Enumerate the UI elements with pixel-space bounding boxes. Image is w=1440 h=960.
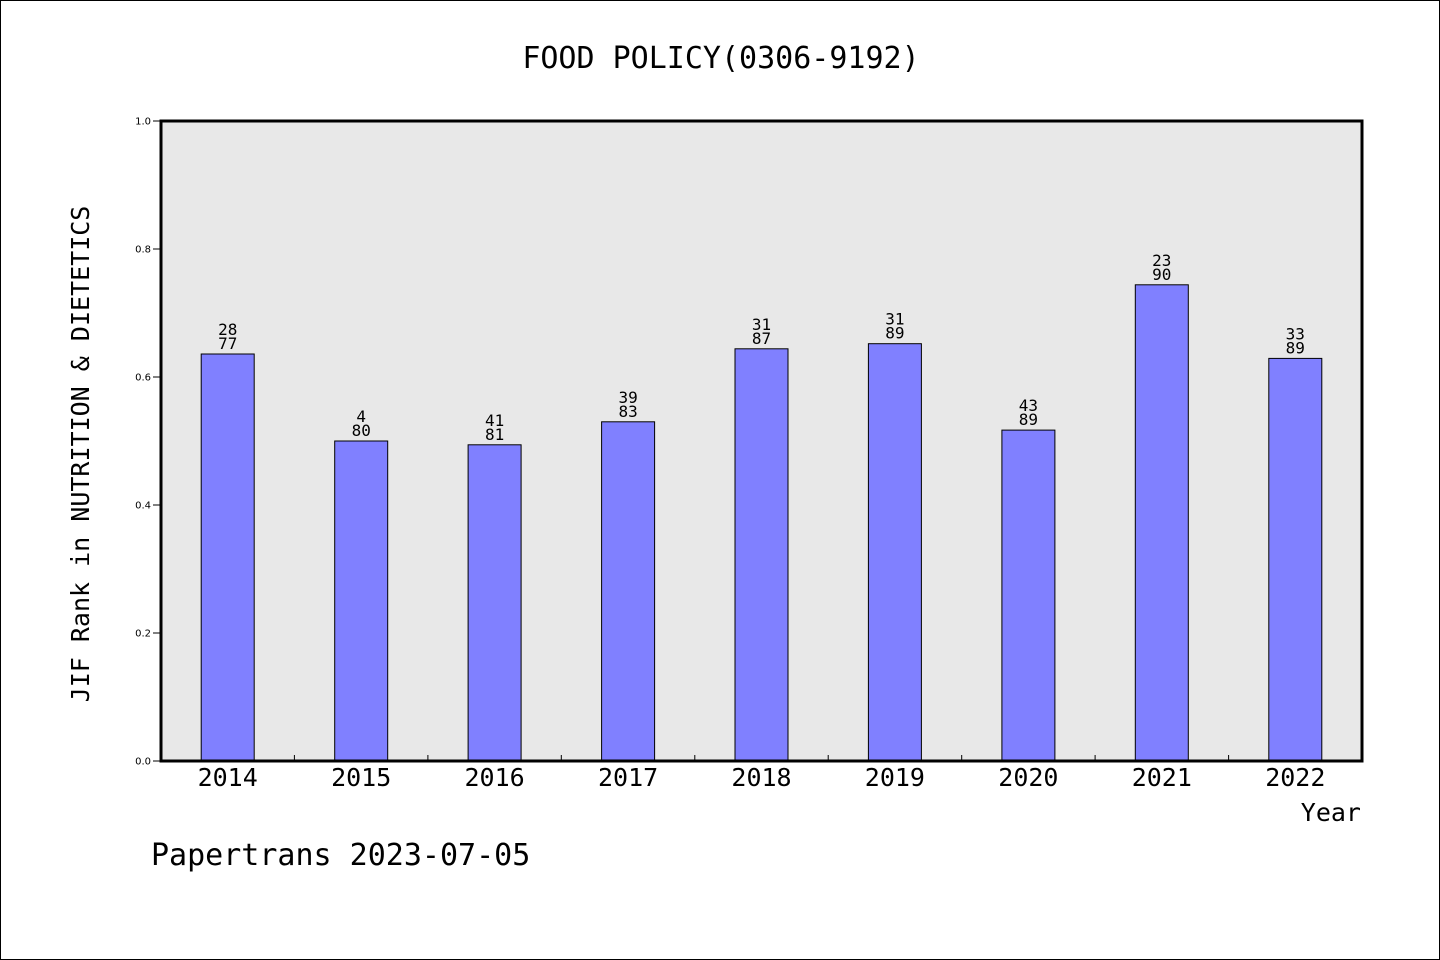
y-tick-label-0.6: 0.6 bbox=[135, 373, 151, 384]
bar-label-rank-2020: 43 bbox=[1019, 396, 1038, 415]
x-ticks-group: 2014 2015 2016 2017 2018 2019 2020 2021 2022 bbox=[198, 755, 1325, 792]
y-tick-label-0.2: 0.2 bbox=[135, 629, 151, 640]
bar-label-rank-2015: 4 bbox=[356, 407, 366, 426]
bar-label-total-2014: 77 bbox=[218, 334, 237, 353]
bar-2022 bbox=[1268, 357, 1323, 762]
bar-label-total-2019: 89 bbox=[885, 324, 904, 343]
chart-title: FOOD POLICY(0306-9192) bbox=[522, 41, 919, 76]
y-tick-label-0.4: 0.4 bbox=[135, 501, 151, 512]
bar-label-total-2022: 89 bbox=[1286, 338, 1305, 357]
footer-text: Papertrans 2023-07-05 bbox=[151, 838, 530, 873]
bar-2019 bbox=[867, 343, 922, 762]
x-axis-title: Year bbox=[1301, 798, 1361, 827]
y-axis-title: JIF Rank in NUTRITION & DIETETICS bbox=[66, 206, 95, 703]
bar-label-total-2017: 83 bbox=[618, 402, 637, 421]
y-tick-label-0.8: 0.8 bbox=[135, 245, 151, 256]
bar-label-total-2015: 80 bbox=[352, 421, 371, 440]
plot-frame bbox=[159, 119, 1364, 763]
bar-label-rank-2022: 33 bbox=[1286, 324, 1305, 343]
bar-label-rank-2016: 41 bbox=[485, 411, 504, 430]
bar-label-total-2020: 89 bbox=[1019, 410, 1038, 429]
bar-label-rank-2014: 28 bbox=[218, 320, 237, 339]
y-tick-label-1.0: 1.0 bbox=[135, 117, 151, 128]
x-tick-label-2018: 2018 bbox=[731, 763, 791, 792]
y-tick-label-0.0: 0.0 bbox=[135, 757, 151, 768]
bar-label-rank-2021: 23 bbox=[1152, 251, 1171, 270]
x-tick-label-2014: 2014 bbox=[198, 763, 258, 792]
bar-2021 bbox=[1134, 284, 1189, 762]
bar-2014 bbox=[200, 353, 255, 762]
bar-2016 bbox=[467, 444, 522, 762]
x-tick-label-2015: 2015 bbox=[331, 763, 391, 792]
bar-label-total-2016: 81 bbox=[485, 425, 504, 444]
bar-label-total-2018: 87 bbox=[752, 329, 771, 348]
bar-2018 bbox=[734, 348, 789, 762]
bar-label-rank-2019: 31 bbox=[885, 310, 904, 329]
bar-2020 bbox=[1001, 429, 1056, 762]
bar-label-rank-2017: 39 bbox=[618, 388, 637, 407]
x-tick-label-2021: 2021 bbox=[1132, 763, 1192, 792]
bar-label-rank-2018: 31 bbox=[752, 315, 771, 334]
x-tick-label-2020: 2020 bbox=[998, 763, 1058, 792]
x-tick-label-2017: 2017 bbox=[598, 763, 658, 792]
x-tick-label-2019: 2019 bbox=[865, 763, 925, 792]
y-ticks-group: 0.0 0.2 0.4 0.6 0.8 1.0 bbox=[135, 117, 161, 768]
bar-2015 bbox=[334, 440, 389, 762]
x-tick-label-2016: 2016 bbox=[464, 763, 524, 792]
bar-2017 bbox=[601, 421, 656, 762]
bar-label-total-2021: 90 bbox=[1152, 265, 1171, 284]
x-tick-label-2022: 2022 bbox=[1265, 763, 1325, 792]
